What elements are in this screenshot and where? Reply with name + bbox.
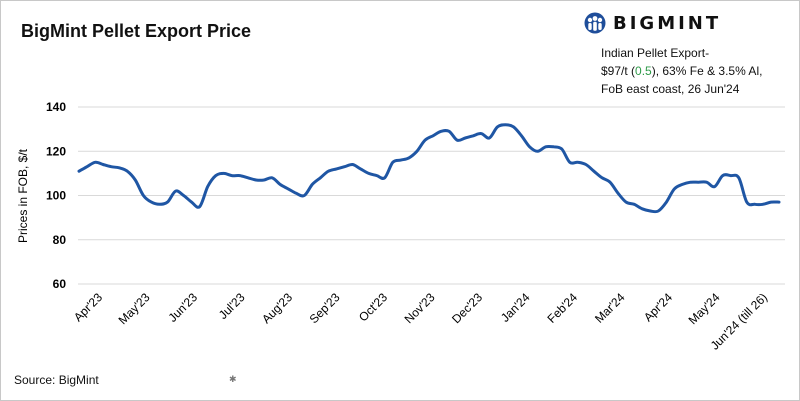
x-tick-label: May'23 — [116, 290, 153, 327]
source-note: Source: BigMint — [14, 373, 99, 387]
note-line-1: Indian Pellet Export- — [601, 46, 710, 60]
brand-name: BIGMINT — [613, 12, 722, 34]
x-tick-label: Apr'24 — [641, 290, 675, 324]
y-axis-ticks: 60 80 100 120 140 — [46, 100, 66, 291]
bigmint-people-icon — [584, 12, 606, 34]
x-tick-label: Jan'24 — [498, 290, 533, 325]
note-spec: ), 63% Fe & 3.5% Al, — [651, 64, 763, 78]
series-line — [77, 123, 781, 214]
decorative-asterisk: ✱ — [229, 374, 237, 384]
brand-logo: BIGMINT — [583, 12, 721, 34]
x-tick-label: Feb'24 — [545, 290, 581, 326]
x-tick-label: Apr'23 — [71, 290, 105, 324]
note-price: $97/t ( — [601, 64, 636, 78]
x-tick-label: Dec'23 — [449, 290, 485, 326]
x-tick-label: Aug'23 — [259, 290, 295, 326]
y-tick-label: 80 — [53, 233, 67, 247]
x-axis-ticks: Apr'23 May'23 Jun'23 Jul'23 Aug'23 Sep'23 Oct'… — [71, 290, 770, 353]
x-tick-label: Nov'23 — [402, 290, 438, 326]
y-axis-label: Prices in FOB, $/t — [16, 148, 30, 243]
y-tick-label: 120 — [46, 144, 66, 158]
x-tick-label: Oct'23 — [356, 290, 390, 324]
y-tick-label: 60 — [53, 277, 67, 291]
x-tick-label: Sep'23 — [307, 290, 343, 326]
x-tick-label: Jul'23 — [216, 290, 248, 322]
chart-title: BigMint Pellet Export Price — [21, 21, 252, 41]
y-tick-label: 100 — [46, 189, 66, 203]
note-change: 0.5 — [635, 64, 652, 78]
note-line-2: $97/t (0.5), 63% Fe & 3.5% Al, — [601, 62, 762, 80]
x-tick-label: May'24 — [686, 290, 723, 327]
x-tick-label: Jun'23 — [165, 290, 200, 325]
price-note: Indian Pellet Export- $97/t (0.5), 63% F… — [601, 44, 762, 98]
note-line-3: FoB east coast, 26 Jun'24 — [601, 82, 740, 96]
grid-lines — [78, 106, 785, 285]
y-tick-label: 140 — [46, 100, 66, 114]
x-tick-label: Mar'24 — [592, 290, 628, 326]
